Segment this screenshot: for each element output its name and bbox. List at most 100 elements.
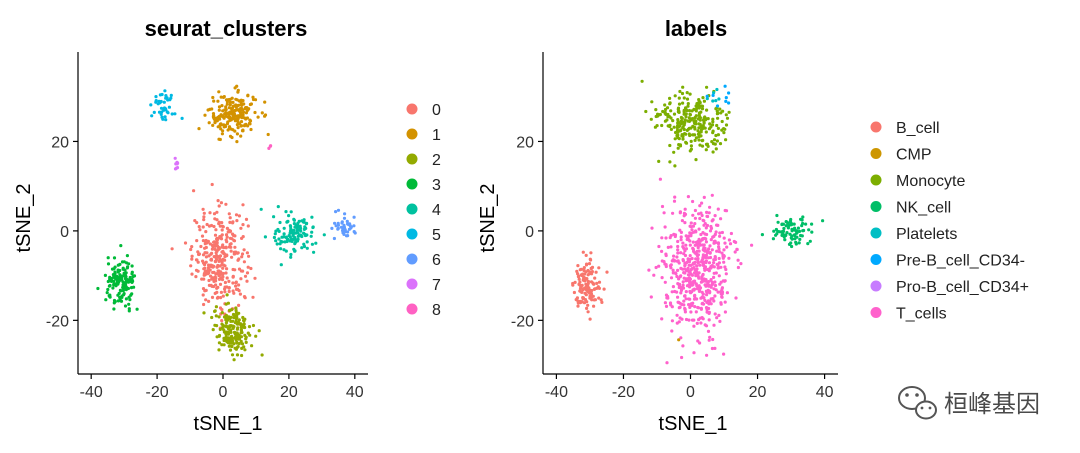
data-point: [686, 273, 691, 277]
data-point: [700, 316, 704, 320]
data-point: [215, 117, 219, 121]
data-point: [336, 226, 340, 230]
data-point: [707, 302, 711, 306]
data-point: [197, 225, 201, 229]
data-point: [735, 247, 739, 252]
data-point: [694, 273, 698, 277]
data-point: [237, 99, 241, 103]
data-point: [704, 324, 709, 328]
data-point: [227, 289, 231, 294]
data-point: [287, 214, 291, 218]
data-point: [705, 307, 709, 312]
data-point: [219, 234, 223, 238]
data-point: [708, 205, 712, 209]
data-point: [309, 234, 313, 238]
data-point: [232, 358, 236, 362]
data-point: [658, 112, 663, 117]
data-point: [720, 119, 724, 124]
data-point: [213, 247, 217, 251]
data-point: [694, 158, 698, 162]
data-point: [683, 264, 687, 268]
data-point: [660, 123, 664, 128]
data-point: [106, 256, 110, 260]
data-point: [672, 254, 676, 258]
data-point: [676, 118, 680, 122]
data-point: [119, 299, 124, 303]
data-point: [693, 279, 697, 283]
data-point: [236, 103, 240, 107]
data-point: [700, 104, 705, 108]
data-point: [149, 103, 153, 107]
data-point: [676, 107, 680, 111]
data-point: [235, 219, 239, 223]
data-point: [694, 230, 698, 234]
data-point: [227, 315, 231, 319]
data-point: [201, 225, 205, 229]
data-point: [650, 226, 654, 230]
data-point: [719, 302, 723, 306]
data-point: [662, 211, 666, 215]
data-point: [693, 305, 697, 309]
data-point: [676, 300, 680, 304]
data-point: [713, 232, 717, 237]
data-point: [709, 278, 713, 282]
data-point: [640, 79, 644, 83]
data-point: [719, 292, 723, 296]
data-point: [124, 285, 128, 289]
data-point: [304, 233, 308, 237]
data-point: [289, 230, 293, 234]
data-point: [734, 296, 738, 300]
data-point: [164, 107, 168, 111]
data-point: [810, 230, 814, 234]
data-point: [718, 319, 722, 323]
data-point: [266, 132, 270, 137]
data-point: [679, 238, 683, 242]
data-point: [712, 275, 716, 279]
data-point: [204, 230, 208, 234]
data-point: [784, 224, 788, 228]
data-point: [676, 239, 680, 244]
data-point: [233, 321, 238, 325]
data-point: [237, 337, 242, 341]
data-point: [579, 290, 583, 294]
data-point: [332, 236, 336, 241]
data-point: [228, 220, 232, 224]
legend-key: [870, 254, 882, 265]
data-point: [217, 269, 221, 273]
data-point: [590, 270, 595, 274]
data-point: [792, 233, 797, 237]
data-point: [701, 292, 705, 296]
data-point: [588, 291, 592, 295]
data-point: [230, 255, 234, 259]
data-point: [679, 119, 684, 123]
legend-label: Monocyte: [896, 173, 965, 190]
data-point: [663, 301, 668, 305]
data-point: [683, 118, 687, 122]
data-point: [586, 310, 590, 314]
data-point: [700, 213, 704, 218]
data-point: [225, 235, 229, 239]
data-point: [109, 279, 114, 283]
data-point: [121, 280, 125, 284]
data-point: [676, 259, 680, 263]
data-point: [282, 226, 286, 230]
data-point: [691, 213, 695, 217]
data-point: [675, 290, 679, 294]
data-point: [657, 244, 661, 249]
data-point: [679, 266, 683, 270]
data-point: [668, 143, 672, 148]
data-point: [211, 112, 216, 116]
data-point: [699, 211, 703, 215]
data-point: [219, 290, 223, 294]
data-point: [790, 244, 794, 249]
data-point: [706, 214, 710, 219]
data-point: [720, 251, 724, 255]
data-point: [709, 285, 713, 289]
data-point: [217, 105, 222, 109]
data-point: [344, 234, 349, 238]
data-point: [228, 216, 232, 220]
data-point: [697, 249, 701, 253]
data-point: [670, 319, 675, 323]
data-point: [694, 109, 698, 113]
